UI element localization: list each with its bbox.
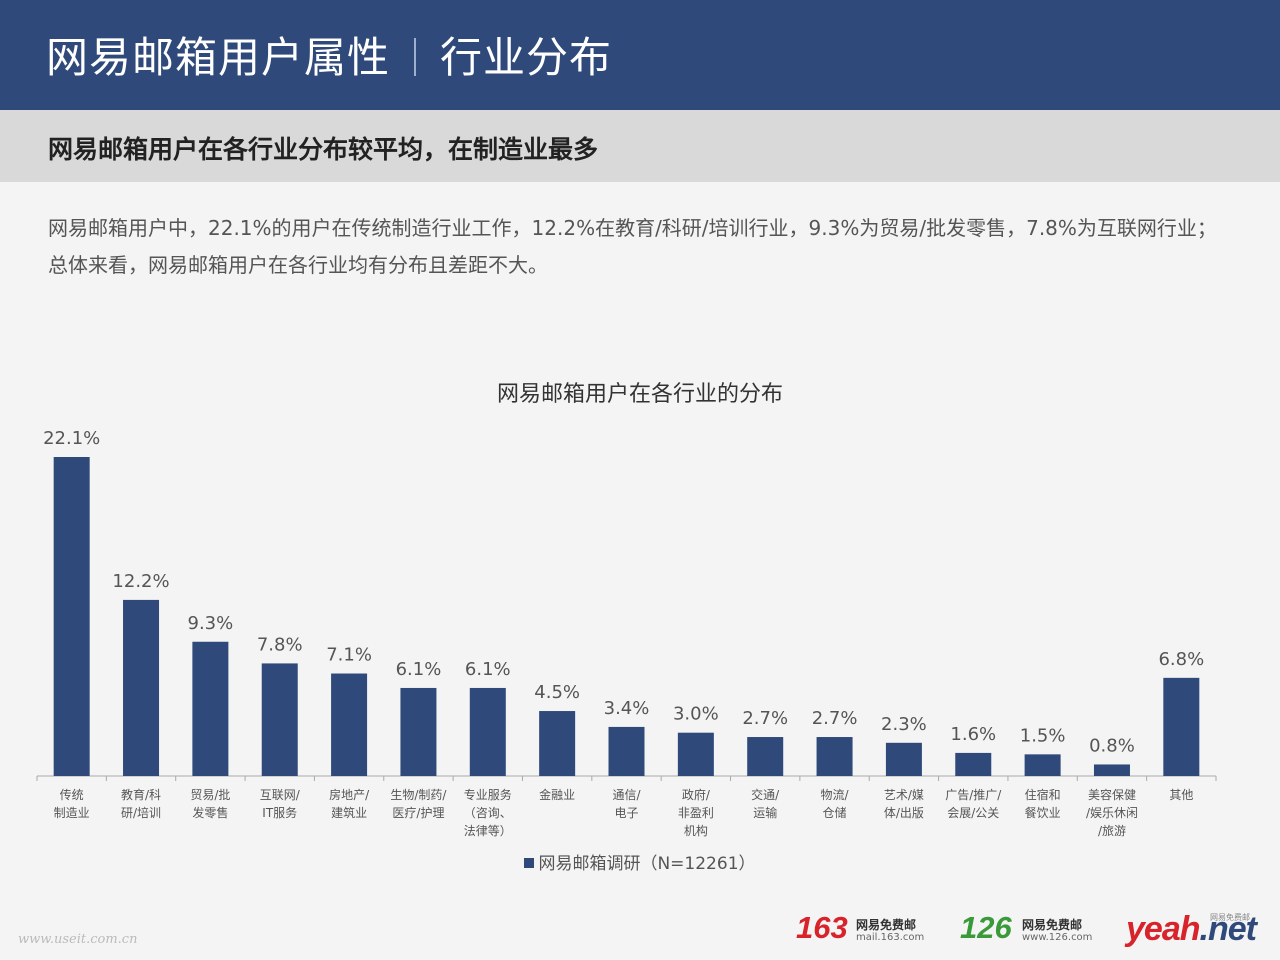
bar — [53, 457, 90, 776]
legend-label: 网易邮箱调研（N=12261） — [538, 854, 756, 874]
x-tick-label: 非盈利 — [678, 806, 714, 820]
page-title: 网易邮箱用户属性 行业分布 — [46, 24, 612, 85]
description-line-1: 网易邮箱用户中，22.1%的用户在传统制造行业工作，12.2%在教育/科研/培训… — [48, 216, 1217, 240]
bar-value-label: 1.5% — [1020, 725, 1066, 746]
x-tick-label: 住宿和 — [1025, 787, 1061, 802]
x-tick-label: 电子 — [614, 806, 638, 820]
chart-legend: 网易邮箱调研（N=12261） — [0, 849, 1280, 874]
x-tick-label: 机构 — [684, 823, 708, 838]
x-tick-label: 制造业 — [54, 806, 90, 820]
x-tick-label: 研/培训 — [121, 805, 161, 820]
bar-value-label: 12.2% — [112, 571, 169, 592]
brand-126-name: 网易免费邮 — [1022, 918, 1083, 932]
x-tick-label: 交通/ — [751, 787, 780, 802]
brand-126-number: 126 — [960, 910, 1012, 945]
x-tick-label: 法律等） — [464, 824, 512, 838]
bar — [955, 752, 992, 776]
x-tick-label: 教育/科 — [121, 787, 161, 802]
x-tick-label: 生物/制药/ — [390, 788, 447, 802]
brand-yeah-net: .net — [1199, 910, 1257, 948]
description-line-2: 总体来看，网易邮箱用户在各行业均有分布且差距不大。 — [48, 253, 548, 277]
x-tick-label: 艺术/媒 — [884, 788, 924, 802]
brand-163-name: 网易免费邮 — [856, 918, 917, 932]
bar-value-label: 3.4% — [604, 698, 650, 719]
x-tick-label: 会展/公关 — [947, 806, 999, 820]
x-tick-label: 金融业 — [539, 787, 575, 802]
watermark: www.useit.com.cn — [18, 932, 138, 947]
title-divider — [414, 38, 417, 76]
bar-value-label: 22.1% — [43, 428, 100, 449]
bar — [608, 726, 645, 776]
brand-yeah-tag: 网易免费邮 — [1210, 913, 1250, 922]
bar — [1163, 677, 1200, 776]
bar — [192, 641, 229, 776]
x-tick-label: IT服务 — [262, 805, 297, 820]
x-tick-label: 餐饮业 — [1025, 805, 1061, 820]
subheader-band: 网易邮箱用户在各行业分布较平均，在制造业最多 — [0, 110, 1280, 182]
legend-swatch — [524, 858, 535, 868]
bar — [331, 673, 368, 776]
brand-yeah-main: yeah — [1126, 910, 1200, 948]
x-tick-label: 建筑业 — [331, 805, 367, 820]
x-tick-label: 房地产/ — [329, 787, 370, 802]
subheader-text: 网易邮箱用户在各行业分布较平均，在制造业最多 — [48, 135, 599, 164]
bar — [816, 737, 853, 776]
bar — [539, 711, 576, 776]
bar — [747, 737, 784, 776]
bar-value-label: 1.6% — [950, 724, 996, 745]
x-tick-label: 运输 — [753, 805, 777, 820]
bar — [885, 742, 922, 776]
bar-value-label: 3.0% — [673, 704, 719, 725]
bar-value-label: 6.8% — [1158, 649, 1204, 670]
description: 网易邮箱用户中，22.1%的用户在传统制造行业工作，12.2%在教育/科研/培训… — [48, 210, 1238, 284]
page-header: 网易邮箱用户属性 行业分布 — [0, 0, 1280, 110]
x-tick-label: 医疗/护理 — [392, 806, 444, 820]
x-tick-label: （咨询、 — [464, 805, 512, 820]
bar-value-label: 9.3% — [188, 613, 234, 634]
x-tick-label: 其他 — [1169, 788, 1193, 802]
brand-163-number: 163 — [796, 910, 848, 945]
bar — [261, 663, 298, 776]
brand-126-url: www.126.com — [1022, 932, 1093, 943]
page-title-main: 网易邮箱用户属性 — [46, 33, 391, 82]
x-tick-label: /旅游 — [1098, 824, 1126, 838]
bar-value-label: 6.1% — [465, 659, 511, 680]
bar — [677, 732, 714, 776]
bar — [123, 599, 160, 776]
bar — [1093, 764, 1130, 776]
page-title-section: 行业分布 — [440, 33, 613, 82]
bar-value-label: 4.5% — [534, 682, 580, 703]
x-tick-label: 广告/推广/ — [945, 788, 1002, 802]
x-tick-label: /娱乐休闲 — [1086, 806, 1138, 820]
bar-value-label: 6.1% — [396, 659, 442, 680]
x-tick-label: 体/出版 — [884, 806, 924, 820]
bar-value-label: 2.3% — [881, 714, 927, 735]
x-tick-label: 传统 — [60, 787, 84, 802]
x-tick-label: 物流/ — [821, 788, 850, 802]
bar-value-label: 2.7% — [812, 708, 858, 729]
bar — [400, 687, 437, 776]
bar-value-label: 7.1% — [326, 645, 372, 666]
bar-value-label: 0.8% — [1089, 735, 1135, 756]
x-tick-label: 通信/ — [612, 788, 641, 802]
bar — [1024, 754, 1061, 776]
x-tick-label: 贸易/批 — [190, 787, 230, 802]
x-tick-label: 政府/ — [682, 787, 711, 802]
x-tick-label: 发零售 — [192, 805, 228, 820]
x-tick-label: 仓储 — [823, 805, 847, 820]
bar-value-label: 2.7% — [742, 708, 788, 729]
x-tick-label: 专业服务 — [464, 787, 512, 802]
x-tick-label: 互联网/ — [260, 788, 301, 802]
chart-title: 网易邮箱用户在各行业的分布 — [496, 382, 783, 407]
bar-value-label: 7.8% — [257, 634, 303, 655]
brand-yeah-logo: yeah.net — [1126, 910, 1257, 949]
brand-163-url: mail.163.com — [856, 932, 925, 943]
x-tick-label: 美容保健 — [1088, 787, 1136, 802]
bar — [469, 687, 506, 776]
